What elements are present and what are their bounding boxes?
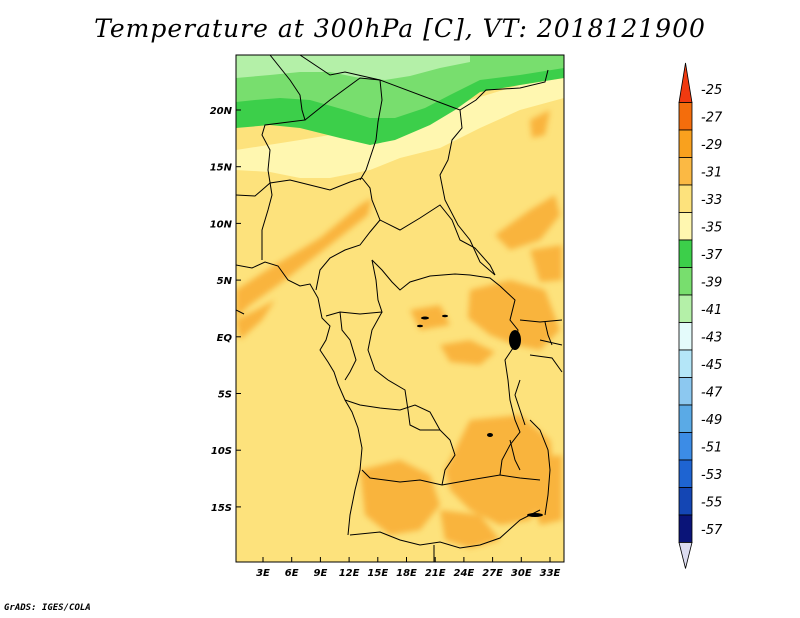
lon-tick-label: 18E <box>396 568 417 579</box>
lon-tick-label: 3E <box>256 568 270 579</box>
lat-tick-label: 10N <box>210 219 233 230</box>
lakes <box>417 314 543 517</box>
colorbar-level-label: -45 <box>701 358 722 373</box>
colorbar-level-label: -31 <box>701 166 722 181</box>
colorbar-swatch <box>678 212 693 241</box>
colorbar-level-label: -27 <box>701 111 723 126</box>
lon-tick-label: 6E <box>285 568 299 579</box>
colorbar-level-label: -57 <box>701 523 723 538</box>
colorbar-swatch <box>678 267 693 296</box>
lat-tick-label: 20N <box>210 106 233 117</box>
colorbar-level-label: -35 <box>701 221 722 236</box>
lat-tick-label: 5S <box>218 390 232 401</box>
lat-tick-label: 10S <box>211 446 232 457</box>
colorbar-level-label: -39 <box>701 276 722 291</box>
colorbar-top-arrow <box>678 62 693 103</box>
country-borders <box>236 55 563 562</box>
lon-tick-label: 21E <box>425 568 446 579</box>
colorbar-level-label: -53 <box>701 468 722 483</box>
colorbar-swatch <box>678 239 693 268</box>
temperature-field <box>236 55 564 562</box>
colorbar-level-label: -55 <box>701 496 722 511</box>
map-frame <box>235 54 565 563</box>
colorbar-swatch <box>678 487 693 516</box>
colorbar-level-label: -25 <box>701 83 722 98</box>
colorbar-swatch <box>678 459 693 488</box>
warm-patches <box>236 110 562 548</box>
colorbar-bottom-arrow <box>678 542 693 569</box>
lat-tick-label: EQ <box>217 333 233 344</box>
latitude-axis: 20N 15N 10N 5N EQ 5S 10S 15S <box>210 106 241 514</box>
colorbar: -25 -27 -29 -31 -33 -35 -37 -39 -41 -43 -45 -47 -49 -… <box>678 62 723 569</box>
colorbar-swatch <box>678 377 693 406</box>
colorbar-level-label: -43 <box>701 331 722 346</box>
colorbar-swatch <box>678 294 693 323</box>
lon-tick-label: 30E <box>511 568 532 579</box>
lon-tick-label: 27E <box>482 568 503 579</box>
field-minus-41-band <box>236 55 470 80</box>
lon-tick-label: 33E <box>540 568 561 579</box>
colorbar-level-label: -37 <box>701 248 723 263</box>
footer-credit: GrADS: IGES/COLA <box>4 603 91 613</box>
lat-tick-label: 15N <box>210 163 233 174</box>
lat-tick-label: 5N <box>217 276 233 287</box>
colorbar-swatch <box>678 349 693 378</box>
colorbar-level-label: -29 <box>701 138 722 153</box>
colorbar-swatch <box>678 404 693 433</box>
colorbar-swatch <box>678 322 693 351</box>
colorbar-level-label: -33 <box>701 193 722 208</box>
longitude-axis: 3E 6E 9E 12E 15E 18E 21E 24E 27E 30E 33E <box>256 557 561 579</box>
colorbar-level-label: -49 <box>701 413 722 428</box>
lon-tick-label: 15E <box>367 568 388 579</box>
colorbar-swatch <box>678 102 693 131</box>
lon-tick-label: 9E <box>314 568 328 579</box>
colorbar-swatch <box>678 514 693 543</box>
chart-title: Temperature at 300hPa [C], VT: 201812190… <box>94 14 706 43</box>
lat-tick-label: 15S <box>211 503 232 514</box>
colorbar-level-label: -51 <box>701 441 722 456</box>
colorbar-swatch <box>678 129 693 158</box>
colorbar-swatch <box>678 432 693 461</box>
colorbar-level-label: -47 <box>701 386 723 401</box>
lon-tick-label: 24E <box>454 568 475 579</box>
colorbar-level-label: -41 <box>701 303 722 318</box>
lon-tick-label: 12E <box>339 568 360 579</box>
colorbar-swatch <box>678 157 693 186</box>
colorbar-swatch <box>678 184 693 213</box>
